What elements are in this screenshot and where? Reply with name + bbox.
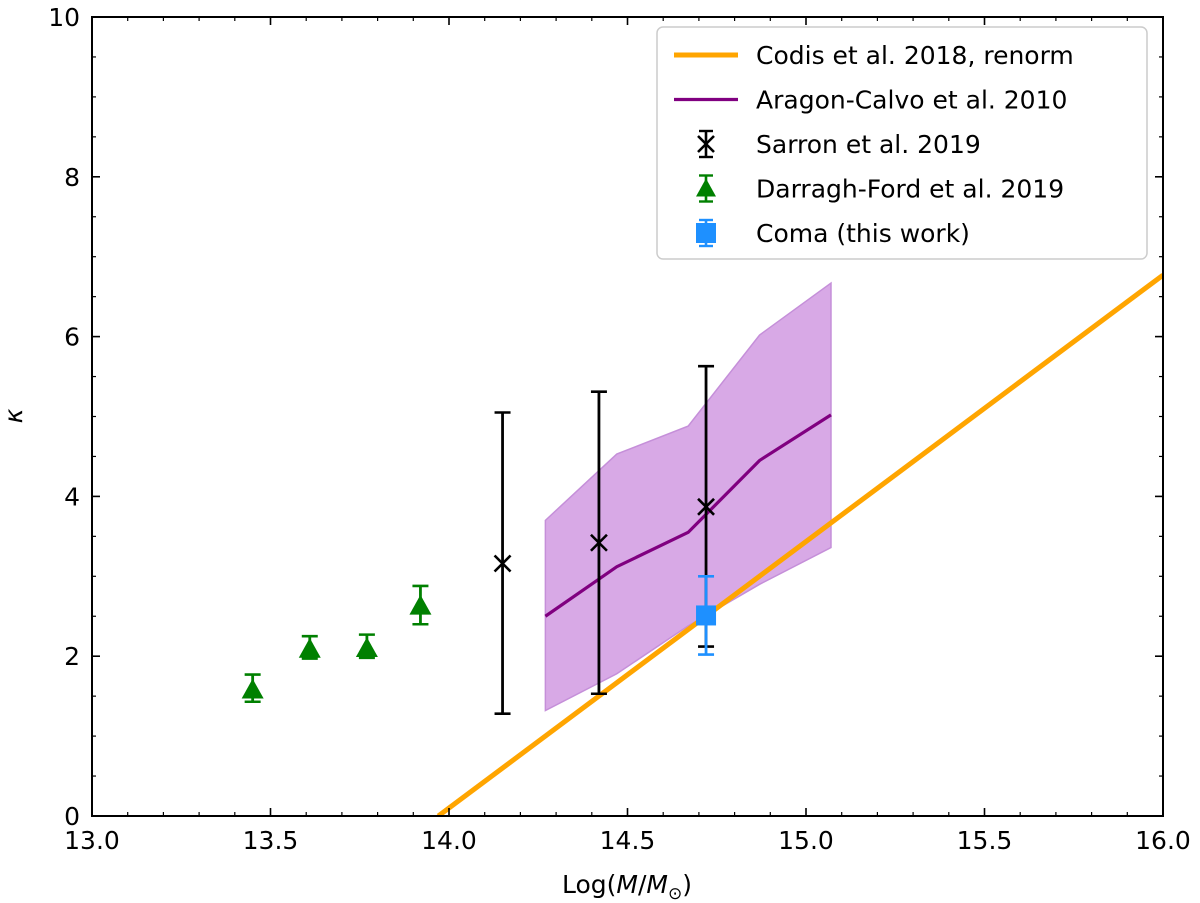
x-tick-label: 15.5 [957,826,1013,855]
y-tick-label: 2 [64,642,80,671]
x-axis-label-suffix: ) [682,870,692,899]
y-tick-label: 6 [64,323,80,352]
legend-entry: Darragh-Ford et al. 2019 [696,174,1064,204]
x-tick-label: 13.5 [243,826,299,855]
x-tick-label: 13.0 [64,826,120,855]
y-tick-label: 8 [64,163,80,192]
x-axis-label-prefix: Log( [562,870,616,899]
legend-label: Codis et al. 2018, renorm [756,41,1074,70]
data-point-x-marker [493,554,512,573]
x-axis-label-var: M [616,870,638,899]
data-point-triangle [409,594,432,615]
data-point-square [696,223,716,243]
series-line-aragon [544,413,832,618]
data-point-triangle [355,637,378,658]
legend-entry: Codis et al. 2018, renorm [674,41,1074,70]
legend-label: Aragon-Calvo et al. 2010 [756,86,1067,115]
series-line-codis [436,273,1163,816]
data-point-triangle [241,678,264,699]
legend-label: Sarron et al. 2019 [756,130,981,159]
x-axis-label-den: M [646,870,668,899]
x-axis-label: Log(M/M⊙) [562,870,692,903]
data-point-triangle [696,178,716,197]
marker-stroke [697,135,715,153]
legend-entry: Sarron et al. 2019 [697,129,981,159]
x-tick-label: 16.0 [1135,826,1191,855]
legend-entry: Coma (this work) [696,218,970,248]
data-point-triangle [298,638,321,658]
marker-stroke [697,497,715,516]
marker-stroke [590,533,608,552]
x-axis-label-sub: ⊙ [668,884,682,903]
y-axis-label: κ [0,408,28,423]
marker-stroke [493,554,512,573]
legend-label: Coma (this work) [756,219,970,248]
x-tick-label: 15.0 [778,826,834,855]
legend-entry: Aragon-Calvo et al. 2010 [674,86,1067,115]
data-point-x-marker [697,497,715,516]
x-axis-label-sep: / [638,870,647,899]
data-point-x-marker [590,533,608,552]
data-point-x-marker [697,135,715,153]
legend-box [656,26,1148,260]
series-band-aragon [544,281,832,712]
y-tick-label: 10 [48,3,80,32]
x-tick-label: 14.5 [600,826,656,855]
y-tick-label: 4 [64,482,80,511]
data-point-square [696,605,717,626]
y-tick-label: 0 [64,802,80,831]
x-tick-label: 14.0 [421,826,477,855]
legend-label: Darragh-Ford et al. 2019 [756,175,1064,204]
